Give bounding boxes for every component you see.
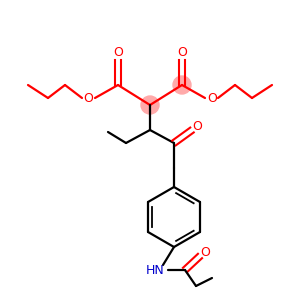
Circle shape [173,76,191,94]
Circle shape [141,96,159,114]
Text: O: O [192,119,202,133]
Text: O: O [83,92,93,104]
Text: O: O [177,46,187,59]
Text: O: O [113,46,123,59]
Text: O: O [207,92,217,104]
Text: HN: HN [146,263,164,277]
Text: O: O [200,245,210,259]
